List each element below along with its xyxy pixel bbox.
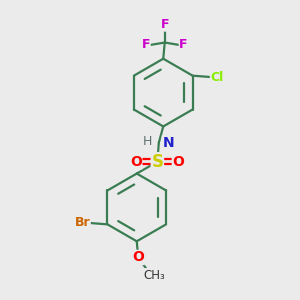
Text: S: S <box>152 153 164 171</box>
Text: F: F <box>142 38 150 51</box>
Text: F: F <box>179 38 188 51</box>
Text: F: F <box>160 18 169 31</box>
Text: H: H <box>143 135 152 148</box>
Text: O: O <box>130 155 142 169</box>
Text: O: O <box>172 155 184 169</box>
Text: Br: Br <box>75 216 90 230</box>
Text: CH₃: CH₃ <box>143 268 165 282</box>
Text: O: O <box>132 250 144 265</box>
Text: N: N <box>162 136 174 150</box>
Text: Cl: Cl <box>210 70 224 84</box>
